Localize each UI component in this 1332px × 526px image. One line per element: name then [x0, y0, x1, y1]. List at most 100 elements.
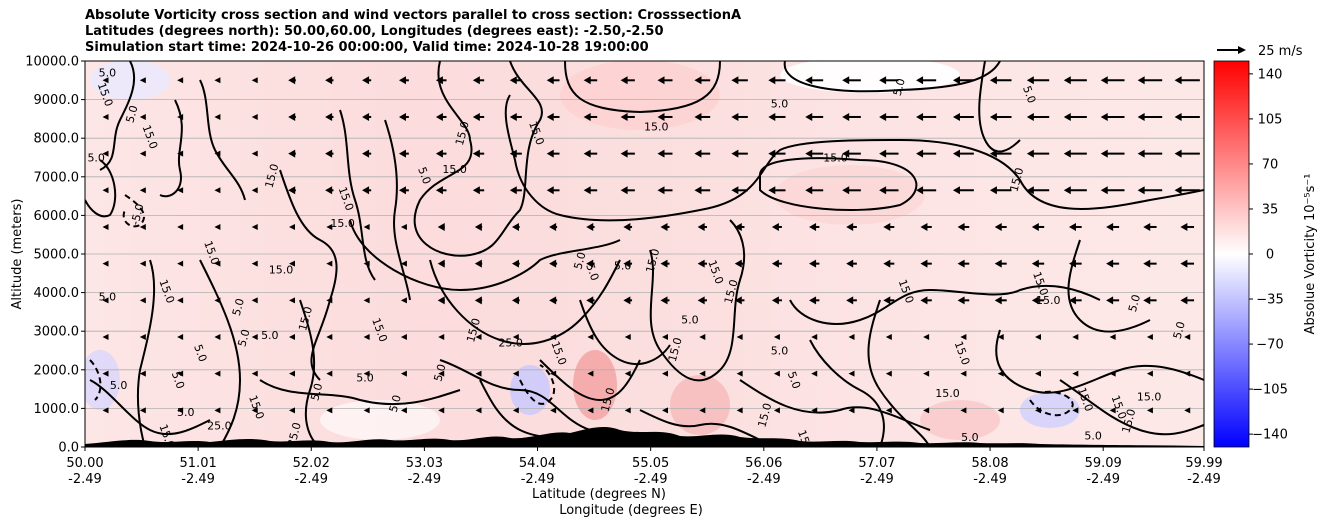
wind-vector — [1137, 149, 1163, 158]
x-tick-label-lat: 52.02 — [293, 456, 330, 471]
wind-vector — [550, 333, 557, 340]
wind-vector-head — [1026, 112, 1034, 121]
wind-vector — [731, 76, 748, 85]
wind-vector — [960, 370, 967, 377]
wind-vector — [1174, 186, 1200, 195]
wind-vector — [1031, 259, 1045, 268]
wind-vector-head — [546, 112, 554, 121]
wind-vector — [731, 149, 748, 158]
wind-vector-head — [1143, 296, 1151, 305]
x-axis: 50.00-2.4951.01-2.4952.02-2.4953.03-2.49… — [66, 447, 1223, 487]
wind-vector — [326, 260, 333, 267]
reference-vector-label: 25 m/s — [1258, 44, 1303, 59]
wind-vector-head — [620, 112, 628, 121]
wind-vector — [400, 223, 407, 230]
wind-vector-head — [472, 186, 480, 195]
wind-vector-head — [586, 259, 594, 268]
wind-vector — [398, 112, 409, 121]
wind-vector — [472, 112, 485, 121]
wind-vector-head — [805, 186, 813, 195]
wind-vector — [1109, 333, 1116, 340]
wind-vector — [624, 333, 631, 340]
wind-vector-head — [989, 112, 997, 121]
wind-vector — [997, 370, 1004, 377]
wind-vector-head — [546, 186, 554, 195]
contour-label: 15.0 — [823, 151, 848, 164]
colorbar-tick-label: 105 — [1258, 112, 1283, 127]
wind-vector-head — [660, 296, 668, 305]
wind-vector-head — [620, 186, 628, 195]
contour-label: 25.0 — [207, 420, 232, 433]
wind-vector — [848, 333, 855, 340]
x-tick-label-lat: 55.05 — [632, 456, 669, 471]
wind-vector-head — [620, 149, 628, 158]
wind-vector — [997, 407, 1004, 414]
wind-vector-head — [474, 222, 482, 231]
wind-vector — [842, 112, 861, 121]
wind-vector — [435, 112, 447, 121]
wind-vector-head — [805, 112, 813, 121]
wind-vector-head — [362, 149, 370, 158]
y-tick-label: 5000.0 — [34, 248, 80, 263]
x-tick-label-lat: 58.08 — [971, 456, 1008, 471]
wind-vector — [1137, 76, 1163, 85]
wind-vector — [1063, 149, 1087, 158]
y-axis: 0.0 1000.0 2000.0 3000.0 4000.0 5000.0 6000.0 7… — [25, 55, 85, 456]
wind-vector — [177, 370, 184, 377]
x-tick-label-lon: -2.49 — [181, 472, 215, 487]
contour-label: 15.0 — [156, 422, 177, 449]
wind-vector-head — [768, 112, 776, 121]
wind-vector — [139, 150, 146, 157]
x-tick-label-lat: 59.99 — [1185, 456, 1222, 471]
wind-vector — [549, 259, 558, 268]
wind-vector-head — [842, 76, 850, 85]
wind-vector — [400, 260, 407, 267]
wind-vector — [989, 186, 1012, 195]
wind-vector — [474, 222, 483, 231]
wind-vector-head — [435, 112, 443, 121]
contour-label: 15.0 — [453, 120, 472, 147]
wind-vector — [326, 223, 333, 230]
wind-vector — [289, 260, 296, 267]
x-tick-label-lon: -2.49 — [408, 472, 442, 487]
wind-vector — [435, 186, 447, 195]
wind-vector — [960, 333, 967, 340]
wind-vector — [846, 296, 857, 305]
wind-vector — [1063, 186, 1087, 195]
wind-vector-head — [362, 112, 370, 121]
wind-vector — [139, 297, 146, 304]
wind-vector — [768, 76, 786, 85]
wind-vector — [437, 296, 445, 305]
wind-vector — [920, 222, 932, 231]
wind-vector — [920, 259, 932, 268]
wind-vector-head — [660, 259, 668, 268]
wind-vector — [363, 297, 370, 304]
wind-vector-head — [509, 76, 517, 85]
wind-vector-head — [952, 76, 960, 85]
wind-vector — [102, 370, 109, 377]
wind-vector — [699, 333, 706, 340]
wind-vector-head — [474, 296, 482, 305]
wind-vector — [620, 186, 635, 195]
wind-vector-head — [809, 259, 817, 268]
contour-label: 15.0 — [1007, 166, 1026, 193]
wind-vector-head — [734, 259, 742, 268]
contour-label: 5.0 — [572, 251, 589, 271]
x-tick-label-lat: 57.07 — [858, 456, 895, 471]
wind-vector-head — [325, 186, 333, 195]
wind-vector — [437, 259, 445, 268]
wind-vector — [923, 370, 930, 377]
wind-vector — [289, 407, 296, 414]
wind-vector-head — [623, 259, 631, 268]
wind-vector-head — [437, 296, 445, 305]
contour-label: 15.0 — [935, 387, 960, 400]
wind-vector-head — [398, 186, 406, 195]
gridlines — [85, 99, 1204, 409]
y-tick-label: 3000.0 — [34, 325, 80, 340]
wind-vector — [768, 186, 786, 195]
wind-vector — [1031, 296, 1045, 305]
wind-vector — [624, 407, 631, 414]
wind-vector-head — [879, 112, 887, 121]
plot-area: 15.05.05.015.05.0-5.015.015.05.015.05.05… — [85, 61, 1204, 449]
wind-vector — [736, 333, 743, 340]
